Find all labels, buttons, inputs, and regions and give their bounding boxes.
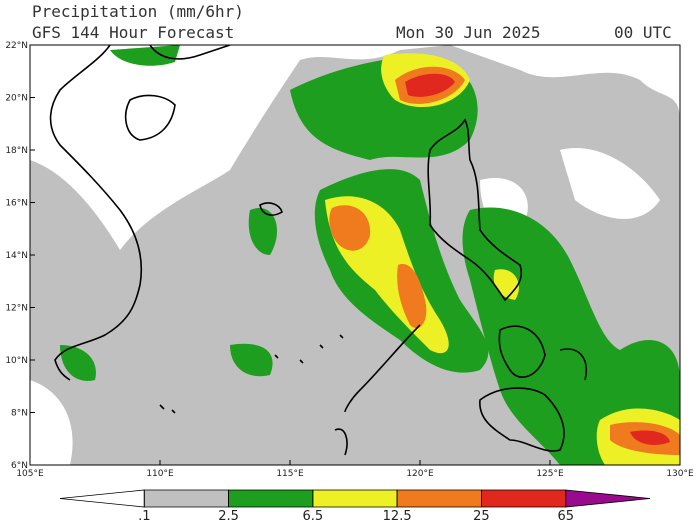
coastline bbox=[427, 118, 523, 302]
x-tick-label: 115°E bbox=[276, 469, 304, 479]
y-tick-label: 14°N bbox=[5, 251, 28, 261]
coastline bbox=[159, 202, 348, 456]
precip-field bbox=[30, 45, 680, 465]
colorbar-segment bbox=[481, 489, 567, 508]
colorbar-segment bbox=[396, 489, 482, 508]
x-tick-label: 130°E bbox=[666, 469, 694, 479]
y-tick-label: 22°N bbox=[5, 41, 28, 51]
y-tick-label: 8°N bbox=[11, 409, 28, 419]
colorbar-label: 12.5 bbox=[383, 509, 412, 524]
coastline bbox=[124, 94, 176, 141]
time: 00 UTC bbox=[614, 23, 672, 42]
y-tick-label: 16°N bbox=[5, 199, 28, 209]
date: Mon 30 Jun 2025 bbox=[396, 23, 541, 42]
y-tick-label: 18°N bbox=[5, 146, 28, 156]
colorbar-segment bbox=[143, 489, 229, 508]
y-tick-label: 20°N bbox=[5, 94, 28, 104]
colorbar-label: 25 bbox=[473, 509, 490, 524]
coastline bbox=[149, 45, 231, 60]
y-tick-label: 10°N bbox=[5, 356, 28, 366]
subtitle: GFS 144 Hour Forecast bbox=[32, 23, 234, 42]
colorbar-label: .1 bbox=[138, 509, 150, 524]
x-tick-label: 120°E bbox=[406, 469, 434, 479]
coastline bbox=[344, 324, 587, 452]
y-tick-label: 6°N bbox=[11, 461, 28, 471]
title: Precipitation (mm/6hr) bbox=[32, 2, 244, 21]
colorbar-segment bbox=[565, 489, 651, 508]
colorbar-segment bbox=[59, 489, 145, 508]
x-tick-label: 105°E bbox=[16, 469, 44, 479]
colorbar-label: 6.5 bbox=[303, 509, 324, 524]
colorbar-segment bbox=[312, 489, 398, 508]
y-tick-label: 12°N bbox=[5, 304, 28, 314]
x-tick-label: 110°E bbox=[146, 469, 174, 479]
colorbar-label: 65 bbox=[557, 509, 574, 524]
colorbar-segment bbox=[228, 489, 314, 508]
x-tick-label: 125°E bbox=[536, 469, 564, 479]
colorbar-label: 2.5 bbox=[218, 509, 239, 524]
coastline bbox=[49, 45, 143, 381]
